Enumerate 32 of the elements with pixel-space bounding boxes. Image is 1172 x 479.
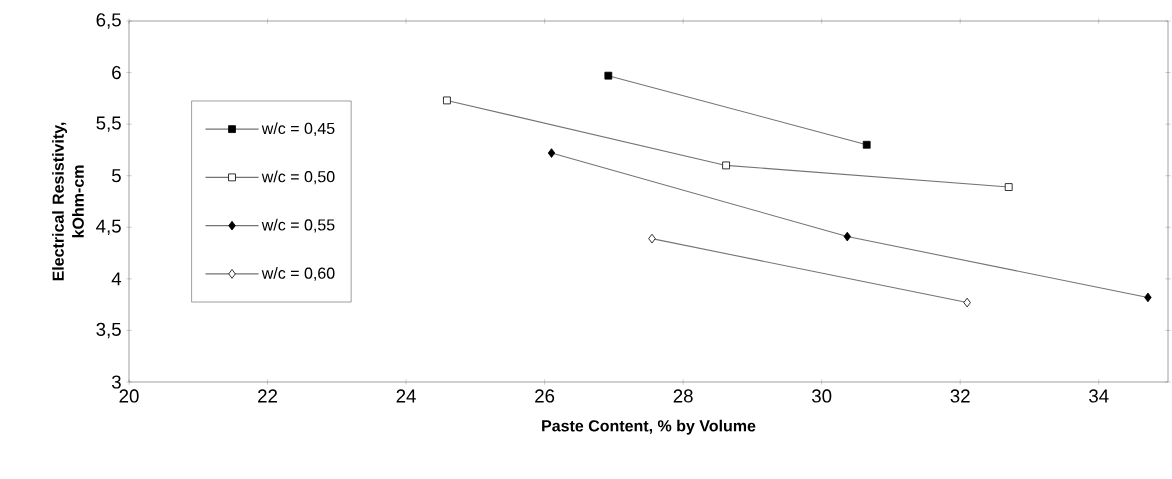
y-tick-label: 4 bbox=[111, 272, 122, 286]
y-tick-label: 5,5 bbox=[96, 116, 121, 132]
x-tick-label: 20 bbox=[119, 389, 139, 403]
x-axis-title: Paste Content, % by Volume bbox=[542, 419, 756, 435]
point bbox=[443, 96, 451, 105]
y-tick-label: 6 bbox=[112, 65, 121, 80]
legend-label: w/c = 0,60 bbox=[261, 267, 335, 281]
x-tick-label: 30 bbox=[812, 389, 832, 403]
x-tick-label: 34 bbox=[1089, 389, 1109, 403]
point bbox=[862, 140, 871, 149]
point bbox=[1004, 183, 1013, 191]
x-tick-label: 24 bbox=[396, 389, 416, 403]
y-tick-label: 6,5 bbox=[96, 13, 121, 29]
point bbox=[843, 231, 851, 242]
y-tick-label: 5 bbox=[111, 169, 121, 183]
point bbox=[1144, 292, 1152, 303]
point bbox=[963, 297, 971, 308]
x-tick-label: 28 bbox=[673, 389, 693, 403]
legend-label: w/c = 0,55 bbox=[261, 218, 335, 233]
x-tick-label: 26 bbox=[535, 389, 555, 403]
legend-label: w/c = 0,50 bbox=[261, 170, 335, 185]
point bbox=[604, 71, 613, 80]
y-tick-label: 4,5 bbox=[96, 219, 121, 235]
x-tick-label: 32 bbox=[950, 389, 970, 403]
x-tick-label: 22 bbox=[258, 389, 277, 403]
point bbox=[648, 233, 656, 244]
y-axis-title: Electrical Resistivity, kOhm-cm bbox=[52, 122, 84, 281]
y-tick-label: 3,5 bbox=[96, 322, 121, 339]
y-tick-label: 3 bbox=[111, 375, 121, 389]
point bbox=[722, 161, 730, 170]
point bbox=[547, 148, 556, 158]
legend-label: w/c = 0,45 bbox=[261, 122, 335, 136]
